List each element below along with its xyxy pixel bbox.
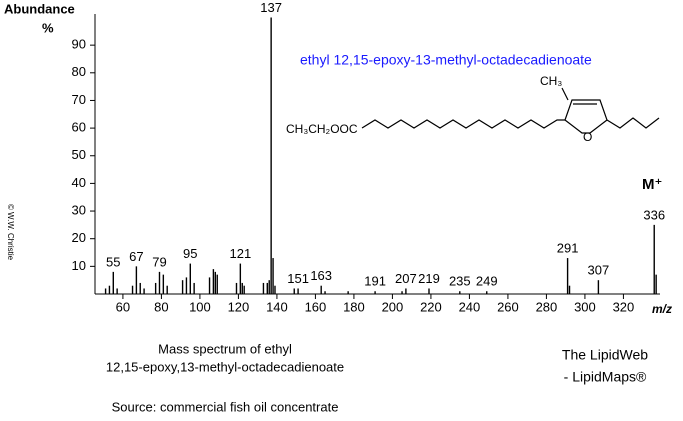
peak-label: 163 bbox=[310, 268, 332, 283]
y-tick-label: 30 bbox=[72, 202, 86, 217]
caption-line: Mass spectrum of ethyl bbox=[158, 341, 292, 356]
x-tick-label: 200 bbox=[382, 299, 404, 314]
x-tick-label: 180 bbox=[343, 299, 365, 314]
source: Source: commercial fish oil concentrate bbox=[112, 399, 339, 414]
peak-label: 79 bbox=[152, 254, 166, 269]
peak-label: 207 bbox=[395, 271, 417, 286]
peak-label: 121 bbox=[229, 246, 251, 261]
peak-label: 336 bbox=[643, 207, 665, 222]
y-tick-label: 50 bbox=[72, 147, 86, 162]
y-axis-label: Abundance bbox=[4, 1, 75, 16]
structure-oxygen: O bbox=[583, 130, 592, 144]
peak-label: 291 bbox=[557, 240, 579, 255]
x-tick-label: 100 bbox=[189, 299, 211, 314]
x-tick-label: 320 bbox=[613, 299, 635, 314]
structure-methyl: CH₃ bbox=[540, 74, 562, 88]
y-tick-label: 40 bbox=[72, 175, 86, 190]
molecular-ion: M⁺ bbox=[642, 176, 662, 193]
peak-label: 151 bbox=[287, 271, 309, 286]
x-axis-label: m/z bbox=[652, 302, 672, 316]
y-tick-label: 20 bbox=[72, 230, 86, 245]
peak-label: 235 bbox=[449, 274, 471, 289]
x-tick-label: 160 bbox=[305, 299, 327, 314]
x-tick-label: 300 bbox=[574, 299, 596, 314]
structure-ester: CH₃CH₂OOC bbox=[286, 122, 358, 136]
brand: - LipidMaps® bbox=[564, 369, 647, 385]
y-tick-label: 80 bbox=[72, 64, 86, 79]
structure-tail bbox=[606, 117, 660, 129]
peak-label: 249 bbox=[476, 274, 498, 289]
x-tick-label: 260 bbox=[497, 299, 519, 314]
structure-chain bbox=[361, 119, 565, 129]
x-tick-label: 140 bbox=[266, 299, 288, 314]
y-tick-label: 90 bbox=[72, 37, 86, 52]
peak-label: 67 bbox=[129, 249, 143, 264]
structure-ring bbox=[564, 99, 608, 134]
x-tick-label: 240 bbox=[459, 299, 481, 314]
peak-label: 191 bbox=[364, 274, 386, 289]
y-tick-label: 10 bbox=[72, 258, 86, 273]
peak-label: 95 bbox=[183, 246, 197, 261]
peak-label: 307 bbox=[588, 263, 610, 278]
y-unit: % bbox=[42, 20, 54, 35]
structure-bond bbox=[561, 87, 569, 101]
brand: The LipidWeb bbox=[562, 347, 648, 363]
x-tick-label: 120 bbox=[228, 299, 250, 314]
x-tick-label: 220 bbox=[420, 299, 442, 314]
peak-label: 137 bbox=[260, 0, 282, 15]
peak-label: 219 bbox=[418, 271, 440, 286]
caption-line: 12,15-epoxy,13-methyl-octadecadienoate bbox=[106, 359, 344, 374]
x-tick-label: 280 bbox=[536, 299, 558, 314]
y-tick-label: 70 bbox=[72, 92, 86, 107]
x-tick-label: 80 bbox=[154, 299, 168, 314]
y-tick-label: 60 bbox=[72, 120, 86, 135]
compound-name: ethyl 12,15-epoxy-13-methyl-octadecadien… bbox=[300, 52, 592, 68]
peak-label: 55 bbox=[106, 254, 120, 269]
x-tick-label: 60 bbox=[116, 299, 130, 314]
copyright: © W.W. Christie bbox=[6, 204, 15, 261]
